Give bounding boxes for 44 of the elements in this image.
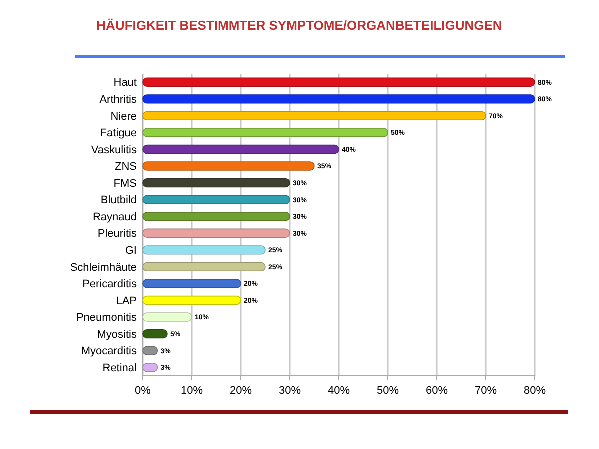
bar [142,279,242,288]
bar [142,212,290,222]
x-tick-label: 0% [135,385,152,397]
bar [142,144,340,154]
y-tick-label: Haut [114,77,137,90]
y-tick-label: Pleuritis [98,228,138,240]
y-tick-label: Pneumonitis [76,312,138,324]
x-tick-label: 30% [278,385,302,397]
bar [142,329,168,339]
y-tick-label: FMS [114,178,137,190]
x-tick-label: 20% [230,385,252,397]
bar [142,296,242,306]
x-tick-label: 60% [426,385,448,397]
y-tick-label: Fatigue [100,128,137,140]
y-tick-label: GI [125,245,137,258]
x-tick-label: 10% [180,385,204,397]
bar [142,178,290,188]
chart-title: HÄUFIGKEIT BESTIMMTER SYMPTOME/ORGANBETEILIGUNGEN [96,18,502,33]
y-tick-label: Arthritis [100,94,138,106]
y-tick-label: Blutbild [100,194,137,207]
y-tick-label: Niere [110,110,137,123]
bar [142,128,388,138]
y-tick-label: Schleimhäute [70,262,137,274]
y-tick-label: Retinal [102,362,137,374]
y-tick-label: Myositis [97,328,138,341]
bar [142,246,266,255]
y-tick-label: Myocarditis [81,346,138,358]
y-tick-label: LAP [116,295,137,308]
y-tick-label: Raynaud [92,211,137,224]
x-tick-label: 40% [328,385,350,397]
bar [142,228,290,238]
bar [142,111,486,121]
y-tick-label: Pericarditis [82,278,138,291]
x-tick-label: 70% [474,385,498,397]
bar [142,94,536,104]
bar [142,78,536,87]
bar [142,162,315,171]
bar [142,195,290,204]
x-tick-label: 80% [524,385,546,397]
y-tick-label: Vaskulitis [91,144,138,156]
bar [142,312,192,322]
bar [142,262,266,272]
y-tick-label: ZNS [115,161,137,174]
x-tick-label: 50% [376,385,400,397]
